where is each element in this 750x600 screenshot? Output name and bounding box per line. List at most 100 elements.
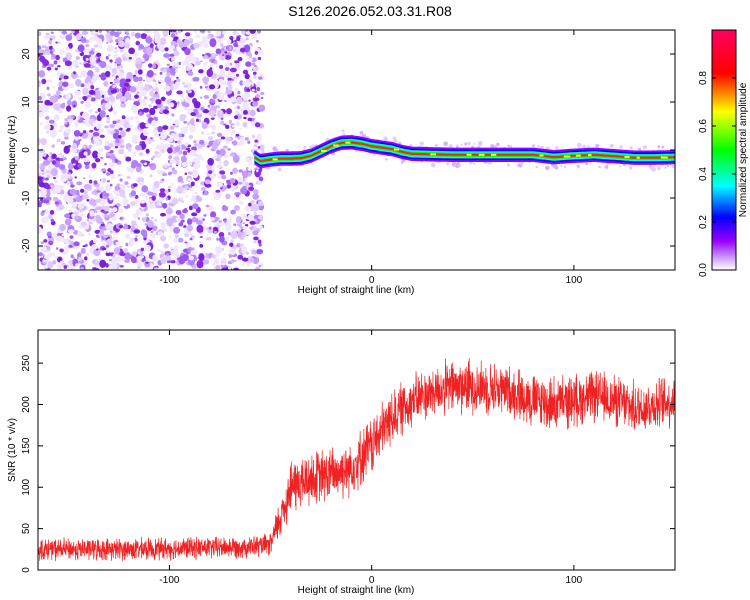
noise-speckle [106,250,110,253]
noise-speckle [157,249,161,252]
noise-speckle [43,124,51,131]
noise-speckle [256,169,259,173]
noise-speckle [219,79,227,86]
noise-speckle [158,79,164,83]
ytick-label: 0 [21,567,32,573]
noise-speckle [181,98,185,102]
noise-speckle [251,249,257,255]
noise-speckle [125,242,129,247]
noise-speckle [219,161,222,165]
noise-speckle [151,225,158,231]
noise-speckle [135,40,140,46]
noise-speckle [210,211,217,219]
noise-speckle [87,123,92,127]
noise-speckle [149,90,155,97]
noise-speckle [93,180,98,185]
noise-speckle [83,157,91,163]
noise-speckle [125,156,132,161]
noise-speckle [248,162,252,166]
colorbar-tick-label: 0.2 [698,215,709,229]
noise-speckle [64,136,69,140]
noise-speckle [69,181,74,185]
noise-speckle [235,197,240,201]
noise-speckle [211,53,216,58]
noise-speckle [126,32,130,36]
noise-speckle [252,226,257,232]
noise-speckle [114,196,118,199]
noise-speckle [51,153,57,160]
noise-speckle [206,132,210,136]
noise-speckle [104,70,111,78]
noise-speckle [187,63,193,69]
noise-speckle [153,86,156,90]
noise-speckle [177,30,182,34]
noise-speckle [201,158,205,161]
noise-speckle [229,36,234,40]
noise-speckle [187,177,192,182]
noise-speckle [243,116,247,120]
noise-speckle [168,102,175,108]
noise-speckle [69,235,74,239]
noise-speckle [88,174,92,179]
noise-speckle [46,170,50,173]
noise-speckle [145,255,150,263]
noise-speckle [229,177,236,184]
noise-speckle [236,96,243,105]
noise-speckle [98,44,103,49]
noise-speckle [70,254,74,259]
noise-speckle [68,260,73,264]
noise-speckle [232,124,236,128]
noise-speckle [106,30,110,33]
noise-speckle [140,159,146,164]
noise-speckle [66,100,72,106]
noise-speckle [194,143,198,147]
noise-speckle [117,254,120,259]
track-halo-speck [266,166,270,170]
noise-speckle [167,128,172,132]
noise-speckle [170,249,177,256]
noise-speckle [125,37,131,44]
noise-speckle [42,159,50,166]
noise-speckle [239,47,246,53]
noise-speckle [191,146,198,151]
noise-speckle [195,118,199,122]
noise-speckle [233,205,241,211]
noise-speckle [237,181,243,185]
noise-speckle [191,216,198,223]
noise-speckle [49,63,55,68]
noise-speckle [198,69,204,74]
noise-speckle [219,64,224,69]
noise-speckle [64,60,72,67]
noise-speckle [232,48,236,53]
noise-speckle [183,102,190,108]
noise-speckle [248,53,253,58]
noise-speckle [170,33,176,38]
noise-speckle [124,41,131,49]
noise-speckle [252,203,258,208]
noise-speckle [257,201,264,207]
noise-speckle [196,113,203,118]
noise-speckle [89,129,94,133]
noise-speckle [239,136,245,143]
noise-speckle [164,76,172,84]
noise-speckle [123,154,128,158]
noise-speckle [68,176,72,180]
noise-speckle [242,121,248,128]
noise-speckle [115,241,121,246]
noise-speckle [82,54,90,62]
noise-speckle [111,216,117,221]
noise-speckle [106,44,114,53]
track-highlight [393,148,400,151]
noise-speckle [41,45,47,49]
noise-speckle [130,163,137,169]
noise-speckle [244,137,249,141]
noise-speckle [231,76,236,80]
noise-speckle [188,255,195,261]
noise-speckle [49,152,53,156]
noise-speckle [249,42,253,47]
noise-speckle [241,246,248,254]
noise-speckle [53,60,58,65]
track-highlight [660,156,668,159]
noise-speckle [191,56,197,62]
noise-speckle [79,62,82,65]
